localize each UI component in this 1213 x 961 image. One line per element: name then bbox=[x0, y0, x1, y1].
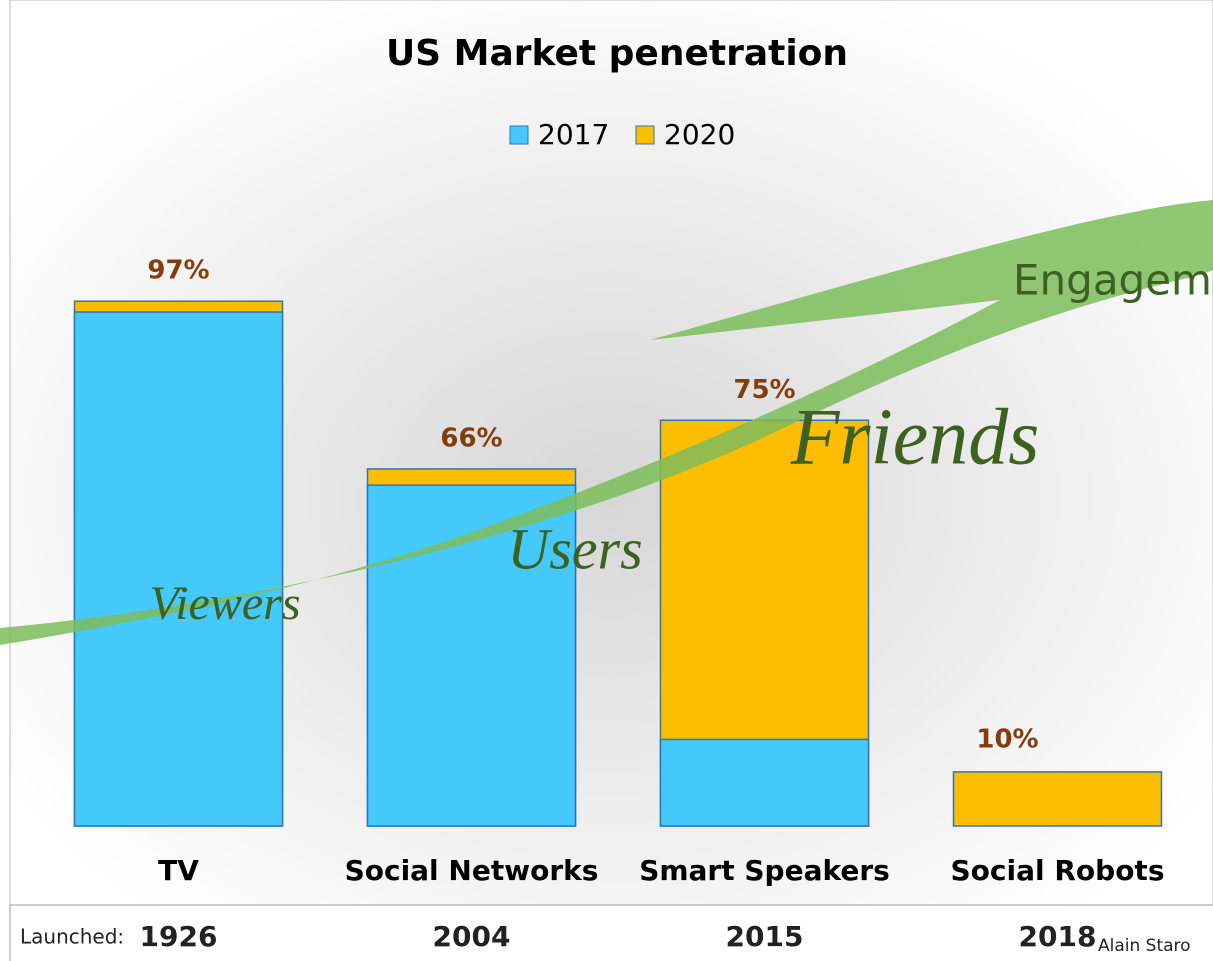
x-tick-label: Smart Speakers bbox=[639, 854, 890, 887]
x-tick-label: Social Robots bbox=[951, 854, 1165, 887]
value-label: 75% bbox=[733, 375, 795, 405]
value-label: 10% bbox=[976, 724, 1038, 754]
launch-year: 2004 bbox=[433, 920, 511, 953]
legend-swatch bbox=[510, 126, 528, 144]
credit: Alain Staro bbox=[1098, 936, 1191, 956]
launch-year: 2015 bbox=[726, 920, 804, 953]
annotation: Viewers bbox=[149, 577, 300, 630]
bar bbox=[954, 772, 1162, 826]
legend-label: 2020 bbox=[664, 118, 735, 151]
chart: US Market penetration Launched: Alain St… bbox=[0, 0, 1213, 961]
x-tick-label: Social Networks bbox=[345, 854, 599, 887]
annotation: Friends bbox=[790, 393, 1040, 481]
value-label: 66% bbox=[440, 423, 502, 453]
legend-label: 2017 bbox=[538, 118, 609, 151]
value-label: 97% bbox=[147, 256, 209, 286]
annotation: Engagem bbox=[1013, 256, 1212, 305]
bar bbox=[75, 312, 283, 826]
launch-year: 1926 bbox=[140, 920, 218, 953]
bar bbox=[661, 739, 869, 826]
launch-label: Launched: bbox=[20, 925, 124, 949]
legend-swatch bbox=[636, 126, 654, 144]
annotation: Users bbox=[507, 516, 642, 581]
x-tick-label: TV bbox=[158, 854, 199, 887]
launch-year: 2018 bbox=[1019, 920, 1097, 953]
chart-title: US Market penetration bbox=[386, 33, 848, 74]
